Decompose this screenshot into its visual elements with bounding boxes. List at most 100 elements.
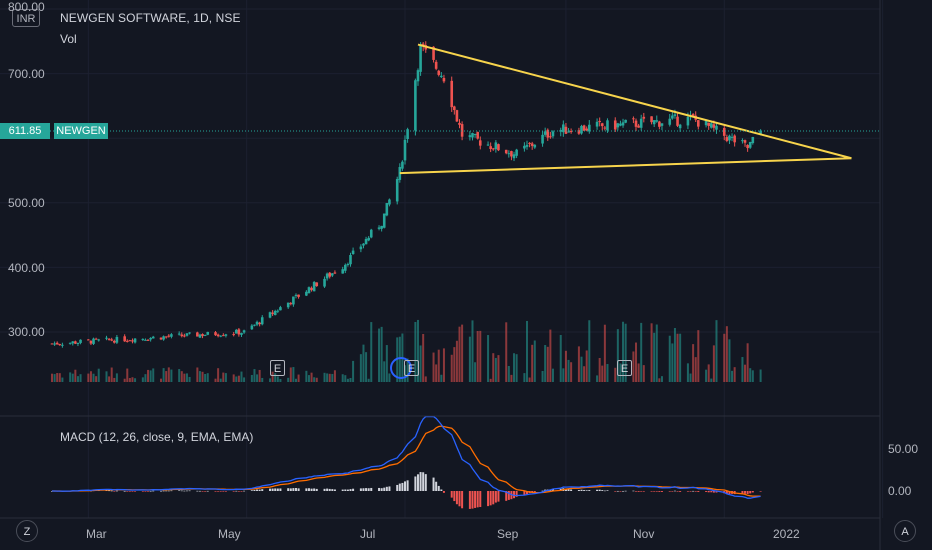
earnings-marker[interactable]: E xyxy=(404,360,419,376)
histogram-bar xyxy=(250,490,253,491)
volume-bar xyxy=(559,334,562,382)
volume-bar xyxy=(271,371,274,382)
candle-body xyxy=(201,334,204,337)
macd-axis-label: 0.00 xyxy=(888,484,912,498)
candle-body xyxy=(697,120,700,127)
volume-bar xyxy=(541,370,544,382)
histogram-bar xyxy=(297,488,300,491)
candle-body xyxy=(53,343,56,345)
histogram-bar xyxy=(676,491,679,492)
volume-bar xyxy=(326,373,329,382)
auto-scale-button[interactable]: A xyxy=(894,520,916,542)
candle-body xyxy=(97,339,101,341)
histogram-bar xyxy=(180,490,183,492)
candle-body xyxy=(216,334,220,337)
histogram-bar xyxy=(450,491,453,498)
histogram-bar xyxy=(362,488,365,491)
volume-bar xyxy=(256,374,259,382)
time-label: Jul xyxy=(360,527,376,541)
volume-bar xyxy=(598,358,601,382)
candle-body xyxy=(455,110,459,122)
candle-body xyxy=(580,125,583,134)
earnings-marker[interactable]: E xyxy=(270,360,285,376)
volume-bar xyxy=(250,374,253,382)
candle-body xyxy=(743,140,747,143)
histogram-bar xyxy=(141,491,144,492)
volume-bar xyxy=(686,363,689,382)
volume-bar xyxy=(533,340,536,382)
histogram-bar xyxy=(279,488,282,491)
candle-body xyxy=(164,336,168,338)
histogram-bar xyxy=(201,491,204,492)
volume-bar xyxy=(505,322,508,382)
histogram-bar xyxy=(240,491,243,492)
candle-body xyxy=(637,125,640,128)
histogram-bar xyxy=(585,490,588,491)
volume-bar xyxy=(274,373,277,382)
histogram-bar xyxy=(276,488,279,491)
histogram-bar xyxy=(679,491,682,492)
volume-bar xyxy=(642,365,645,382)
volume-bar xyxy=(365,352,368,382)
volume-bar xyxy=(489,378,492,382)
histogram-bar xyxy=(331,489,334,491)
histogram-bar xyxy=(468,491,471,509)
histogram-bar xyxy=(616,490,619,492)
candle-body xyxy=(577,130,581,134)
histogram-bar xyxy=(564,488,567,491)
candle-body xyxy=(183,335,186,337)
histogram-bar xyxy=(160,490,163,492)
candle-body xyxy=(401,161,404,169)
histogram-bar xyxy=(315,488,318,491)
histogram-bar xyxy=(570,489,573,491)
candle-body xyxy=(603,127,607,129)
volume-bar xyxy=(315,377,318,382)
volume-bar xyxy=(751,370,754,382)
histogram-bar xyxy=(370,487,373,491)
volume-bar xyxy=(577,346,580,382)
candle-body xyxy=(58,344,62,346)
histogram-bar xyxy=(380,488,383,491)
histogram-bar xyxy=(292,488,295,491)
time-label: Nov xyxy=(633,527,655,541)
chart-grid xyxy=(0,0,884,518)
volume-bar xyxy=(383,361,386,382)
candle-body xyxy=(203,334,207,336)
candle-body xyxy=(398,167,402,180)
histogram-bar xyxy=(533,491,536,492)
histogram-bar xyxy=(294,488,297,491)
volume-bar xyxy=(305,370,308,382)
candle-body xyxy=(232,334,235,336)
candle-body xyxy=(546,129,550,138)
histogram-bar xyxy=(131,491,134,492)
volume-bar xyxy=(679,333,682,382)
candle-body xyxy=(112,340,116,343)
candle-body xyxy=(746,144,749,149)
dividend-marker[interactable] xyxy=(390,357,412,379)
candle-body xyxy=(709,123,713,128)
volume-bar xyxy=(435,364,438,382)
histogram-bar xyxy=(598,489,601,491)
triangle-trendlines[interactable] xyxy=(399,43,852,175)
volume-bar xyxy=(240,371,243,382)
volume-bar xyxy=(497,355,500,382)
volume-bar xyxy=(583,366,586,382)
volume-bar xyxy=(276,376,279,382)
histogram-bar xyxy=(707,491,710,493)
volume-bar xyxy=(279,378,282,382)
histogram-bar xyxy=(492,491,495,505)
price-label-top: 800.00 xyxy=(8,0,45,14)
candle-body xyxy=(105,337,108,339)
currency-badge[interactable]: INR xyxy=(12,9,40,27)
zoom-button[interactable]: Z xyxy=(16,520,38,542)
candle-body xyxy=(367,237,370,241)
earnings-marker[interactable]: E xyxy=(617,360,632,376)
volume-bar xyxy=(224,373,227,382)
volume-bar xyxy=(141,377,144,382)
candle-body xyxy=(691,114,695,116)
volume-legend: Vol xyxy=(60,32,77,46)
volume-bar xyxy=(115,373,118,382)
volume-bar xyxy=(725,326,728,382)
histogram-bar xyxy=(326,488,329,491)
